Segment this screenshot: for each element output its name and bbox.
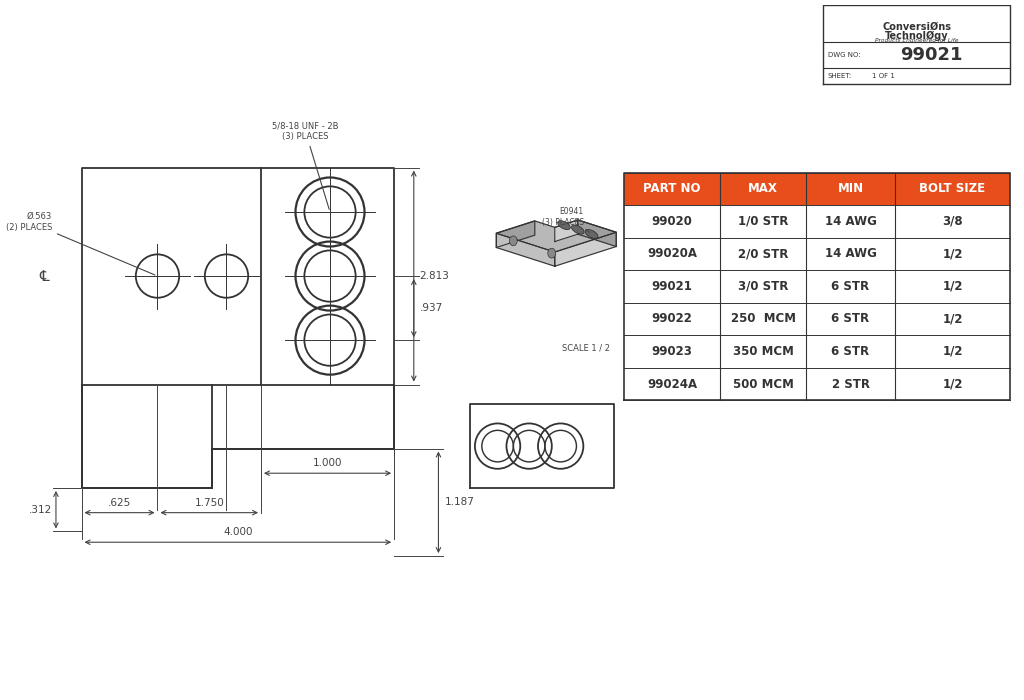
Text: 1/2: 1/2 <box>942 280 963 293</box>
Text: SCALE 1 / 2: SCALE 1 / 2 <box>562 344 610 353</box>
Text: 2/0 STR: 2/0 STR <box>738 247 788 260</box>
Text: ℄: ℄ <box>39 269 49 284</box>
Text: 99020: 99020 <box>651 215 692 228</box>
Text: 1.750: 1.750 <box>195 498 224 508</box>
Polygon shape <box>578 220 616 246</box>
Ellipse shape <box>558 220 570 230</box>
Text: 14 AWG: 14 AWG <box>824 247 877 260</box>
Text: 99021: 99021 <box>651 280 692 293</box>
Text: 3/8: 3/8 <box>942 215 963 228</box>
Text: MIN: MIN <box>838 182 863 195</box>
Text: 6 STR: 6 STR <box>831 280 869 293</box>
Bar <box>624 335 1011 368</box>
Text: 500 MCM: 500 MCM <box>733 377 794 391</box>
Polygon shape <box>497 233 555 266</box>
Text: DWG NO:: DWG NO: <box>827 52 860 58</box>
Text: 250  MCM: 250 MCM <box>731 312 796 326</box>
Polygon shape <box>497 220 616 252</box>
Text: 350 MCM: 350 MCM <box>733 345 794 358</box>
Ellipse shape <box>586 230 598 239</box>
Text: .312: .312 <box>29 505 52 514</box>
Text: TechnolØgy: TechnolØgy <box>885 30 948 41</box>
Text: BOLT SIZE: BOLT SIZE <box>920 182 985 195</box>
Text: 99023: 99023 <box>651 345 692 358</box>
Text: PART NO: PART NO <box>643 182 700 195</box>
Text: .937: .937 <box>420 303 443 313</box>
Text: 99020A: 99020A <box>647 247 697 260</box>
Text: E0941
(3) PLACES: E0941 (3) PLACES <box>542 207 584 227</box>
Text: 1/2: 1/2 <box>942 377 963 391</box>
Polygon shape <box>555 220 578 242</box>
Polygon shape <box>555 232 616 266</box>
Text: 1/2: 1/2 <box>942 312 963 326</box>
Text: 6 STR: 6 STR <box>831 312 869 326</box>
Text: SHEET:: SHEET: <box>827 73 852 79</box>
Bar <box>624 368 1011 400</box>
Text: 1/0 STR: 1/0 STR <box>738 215 788 228</box>
Text: .625: .625 <box>108 498 131 508</box>
Text: 1/2: 1/2 <box>942 247 963 260</box>
Text: 6 STR: 6 STR <box>831 345 869 358</box>
Text: 2.813: 2.813 <box>420 271 450 281</box>
Ellipse shape <box>548 248 556 258</box>
Bar <box>624 302 1011 335</box>
Text: 4.000: 4.000 <box>223 527 253 538</box>
Text: MAX: MAX <box>749 182 778 195</box>
Text: 3/0 STR: 3/0 STR <box>738 280 788 293</box>
Text: 14 AWG: 14 AWG <box>824 215 877 228</box>
Ellipse shape <box>509 236 517 246</box>
Text: 1/2: 1/2 <box>942 345 963 358</box>
Text: Ø.563
(2) PLACES: Ø.563 (2) PLACES <box>6 212 155 275</box>
Text: 1.187: 1.187 <box>444 497 474 507</box>
Text: 5/8-18 UNF - 2B
(3) PLACES: 5/8-18 UNF - 2B (3) PLACES <box>272 122 339 209</box>
Text: Products Engineered for Life: Products Engineered for Life <box>874 38 958 43</box>
Text: 1 OF 1: 1 OF 1 <box>872 73 895 79</box>
Bar <box>624 270 1011 302</box>
Text: 99024A: 99024A <box>647 377 697 391</box>
Bar <box>624 173 1011 205</box>
Text: 2 STR: 2 STR <box>831 377 869 391</box>
Text: 1.000: 1.000 <box>312 458 342 468</box>
Bar <box>624 205 1011 237</box>
Text: ConversiØns: ConversiØns <box>882 22 951 32</box>
Text: 99022: 99022 <box>651 312 692 326</box>
Text: 99021: 99021 <box>900 46 963 64</box>
Bar <box>624 237 1011 270</box>
Polygon shape <box>497 221 535 248</box>
Ellipse shape <box>571 225 584 234</box>
